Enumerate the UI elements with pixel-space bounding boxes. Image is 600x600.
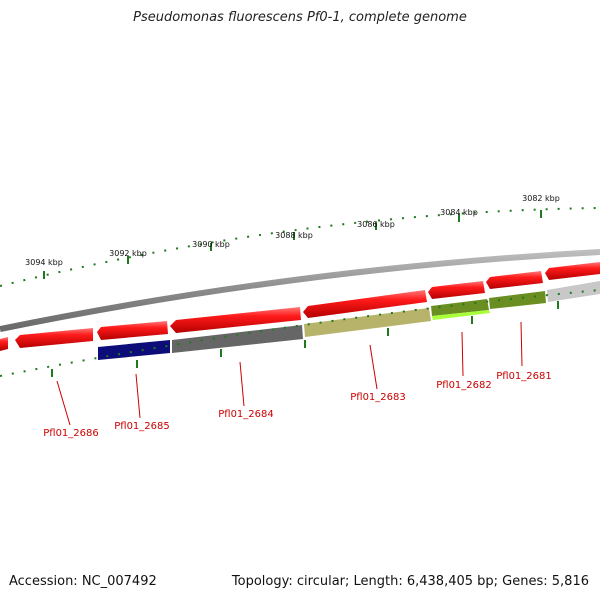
gene-arrow (303, 290, 427, 318)
gene-label: Pfl01_2681 (496, 371, 552, 382)
scale-tick-label: 3082 kbp (522, 194, 560, 203)
scale-tick-label: 3094 kbp (25, 258, 63, 267)
scale-tick-label: 3092 kbp (109, 249, 147, 258)
gene-label: Pfl01_2686 (43, 428, 99, 439)
backbone-ring (0, 249, 600, 332)
gene-arrow (486, 271, 543, 289)
scale-tick-label: 3086 kbp (357, 220, 395, 229)
feature-block-khaki (304, 308, 431, 337)
feature-block-olive (489, 291, 546, 309)
gene-arrow (97, 321, 168, 340)
feature-block-navy (98, 340, 170, 360)
feature-block-darkgray (172, 325, 303, 353)
gene-arrow (545, 262, 600, 280)
gene-label: Pfl01_2683 (350, 392, 406, 403)
colored-feature-track (98, 281, 600, 360)
scale-tick-label: 3084 kbp (440, 208, 478, 217)
gene-labels: Pfl01_2686 Pfl01_2685 Pfl01_2684 Pfl01_2… (43, 371, 552, 439)
scale-tick-label: 3088 kbp (275, 231, 313, 240)
genome-summary: Topology: circular; Length: 6,438,405 bp… (231, 574, 589, 589)
gene-arrow (15, 328, 93, 348)
accession-label: Accession: NC_007492 (9, 574, 157, 589)
feature-block-lightgray (547, 281, 600, 302)
gene-arrow (428, 281, 485, 299)
forward-strand-track (0, 262, 600, 351)
feature-block-lime (432, 310, 490, 320)
gene-arrow (0, 337, 8, 351)
scale-tick-label: 3090 kbp (192, 240, 230, 249)
scale-ring-inner (0, 289, 600, 377)
scale-tick-labels: 3094 kbp 3092 kbp 3090 kbp 3088 kbp 3086… (25, 194, 560, 267)
map-title: Pseudomonas fluorescens Pf0-1, complete … (133, 10, 467, 25)
gene-arrow (170, 307, 301, 333)
scale-ring-outer (0, 207, 600, 287)
gene-label: Pfl01_2682 (436, 380, 492, 391)
gene-label: Pfl01_2685 (114, 421, 170, 432)
gene-label: Pfl01_2684 (218, 409, 274, 420)
gene-callouts (56, 321, 523, 426)
